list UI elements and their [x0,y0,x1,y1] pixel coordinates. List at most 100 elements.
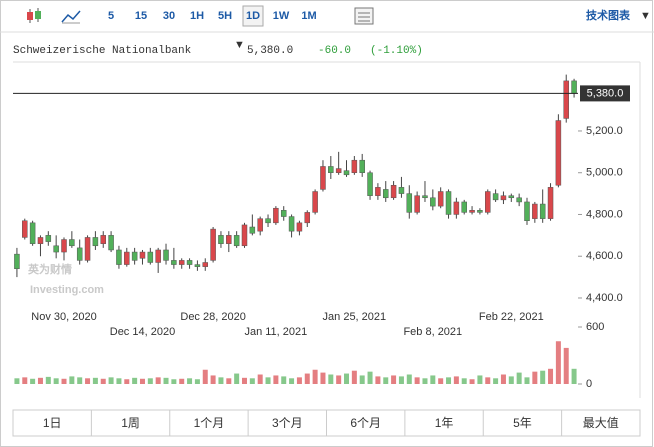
candle-body [273,207,279,224]
interval-button[interactable]: 5H [218,10,232,22]
candle-body [414,195,420,213]
range-button[interactable]: 6个月 [350,416,381,430]
candle-body [45,235,52,242]
volume-bar [30,378,36,384]
volume-bar [461,378,467,384]
candle-body [53,245,59,253]
last-price-tag [580,85,630,102]
range-button[interactable]: 5年 [513,416,532,430]
volume-bar [241,377,247,384]
range-button[interactable]: 3个月 [272,416,303,430]
x-tick-label: Jan 25, 2021 [323,311,387,323]
volume-bar [304,373,310,384]
volume-bar [375,376,381,384]
table-icon[interactable] [354,7,374,25]
candle-body [296,222,303,232]
y-tick-label: 5,000.0 [586,167,623,179]
candle-body [84,237,91,261]
interval-button[interactable]: 1D [246,10,260,22]
volume-bar [296,377,302,384]
candle-icon[interactable] [27,8,41,23]
candle-body [485,191,491,213]
candle-body [422,195,428,199]
range-button[interactable]: 1个月 [194,416,225,430]
volume-bar [367,371,373,384]
volume-bar [45,376,51,384]
volume-bar [22,377,28,384]
candle-body [328,166,334,173]
volume-bar [422,378,428,384]
dropdown-arrow[interactable]: ▼ [640,10,651,22]
x-tick-label: Nov 30, 2020 [31,311,96,323]
volume-bar [108,377,114,384]
volume-bar [100,378,106,384]
volume-bar [226,378,232,384]
candle-body [280,210,287,217]
candle-body [571,80,577,94]
range-button[interactable]: 最大值 [583,415,619,430]
candle-body [108,235,114,251]
tech-chart-link[interactable]: 技术图表 [586,8,631,22]
y-tick-label: 5,200.0 [586,125,623,137]
candle-body [343,170,350,176]
candle-body [445,191,452,215]
volume-bar [383,377,389,384]
volume-bar [336,375,342,384]
candle-body [163,249,169,261]
volume-bar [571,368,577,384]
candle-body [453,201,460,215]
volume-bar [234,373,240,384]
candle-body [233,235,240,247]
candle-body [37,237,44,244]
candle-body [516,197,522,203]
x-tick-label: Dec 28, 2020 [180,311,245,323]
candle-body [367,172,373,196]
volume-bar [218,377,224,384]
interval-button[interactable]: 15 [135,10,147,22]
volume-bar [37,377,43,384]
range-button[interactable]: 1日 [43,416,62,430]
interval-button[interactable]: 30 [163,10,175,22]
candle-body [500,195,507,201]
volume-bar [453,376,459,384]
candle-body [202,262,209,267]
range-button[interactable]: 1年 [435,416,454,430]
line-icon[interactable] [61,10,81,23]
volume-bar [249,378,255,384]
range-button[interactable]: 1周 [121,416,140,430]
candle-body [116,249,122,265]
interval-button[interactable]: 5 [108,10,114,22]
watermark: 英为财情 [27,262,72,276]
volume-bar [563,347,569,384]
volume-tick-label: 600 [586,321,604,333]
interval-button[interactable]: 1M [301,10,316,22]
volume-bar [14,378,20,384]
volume-bar [92,377,98,384]
candle-body [124,251,130,265]
volume-bar [163,377,169,384]
volume-bar [77,377,83,384]
volume-bar [179,378,185,384]
candle-body [186,260,193,265]
y-tick-label: 4,400.0 [586,292,623,304]
volume-bar [187,378,193,384]
volume-bar [328,374,334,384]
volume-bar [210,375,216,384]
candle-body [29,222,36,244]
interval-button[interactable]: 1H [190,10,204,22]
candle-body [147,251,154,263]
candle-body [437,191,444,207]
volume-bar [469,379,475,384]
volume-bar [171,379,177,384]
candle-body [359,159,365,173]
candle-body [178,260,185,265]
volume-bar [555,341,561,384]
x-tick-label: Feb 22, 2021 [479,311,544,323]
candle-body [100,235,106,244]
candle-body [22,220,28,238]
interval-button[interactable]: 1W [273,10,290,22]
volume-bar [414,377,420,384]
volume-bar [69,376,75,384]
candle-body [92,237,99,247]
